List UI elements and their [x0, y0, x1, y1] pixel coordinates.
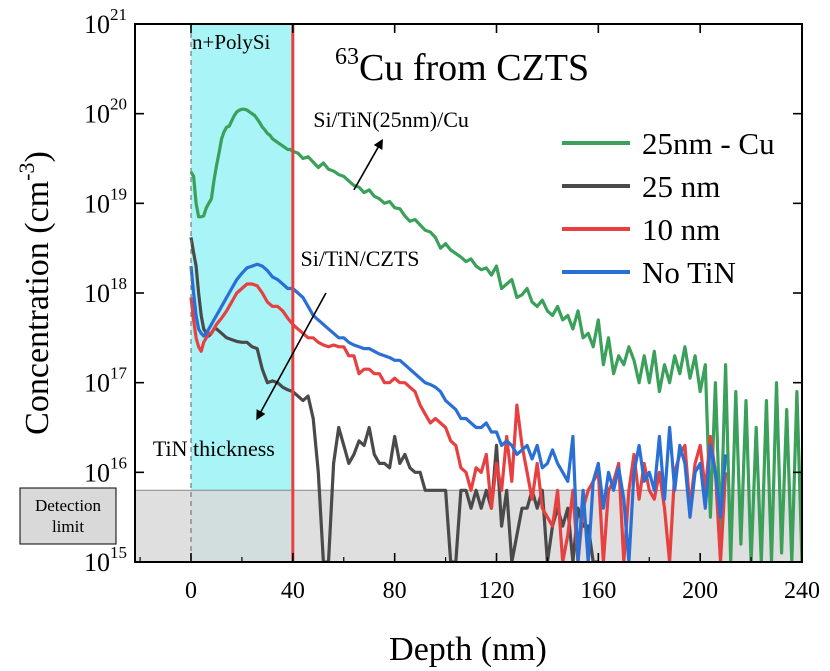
y-tick-base: 10 [84, 100, 110, 129]
legend: 25nm - Cu 25 nm 10 nm No TiN [562, 126, 775, 290]
y-tick-exponent: 16 [110, 453, 127, 472]
y-tick-label: 1019 [84, 184, 127, 218]
y-tick-exponent: 19 [110, 184, 127, 203]
detection-limit-label-line1: Detection [35, 496, 102, 515]
x-tick-label: 160 [580, 578, 616, 604]
x-tick-label: 120 [479, 578, 515, 604]
y-tick-label: 1016 [84, 453, 127, 487]
series-line-0 [189, 107, 802, 562]
series-line-1 [189, 237, 599, 562]
legend-label-3: No TiN [642, 255, 736, 290]
y-tick-base: 10 [84, 458, 110, 487]
legend-label-2: 10 nm [642, 212, 720, 247]
x-axis-label: Depth (nm) [389, 631, 547, 668]
y-tick-label: 1020 [84, 95, 127, 129]
annotation-text-1: Si/TiN/CZTS [300, 246, 419, 271]
series-line-3 [189, 262, 728, 562]
y-tick-exponent: 18 [110, 274, 127, 293]
x-tick-label: 0 [185, 578, 197, 604]
boundaries [190, 24, 295, 562]
y-axis-label-main: Concentration (cm [19, 181, 56, 435]
y-tick-label: 1017 [84, 364, 128, 398]
y-tick-base: 10 [84, 189, 110, 218]
y-tick-label: 1021 [84, 5, 127, 39]
x-tick-label: 80 [383, 578, 407, 604]
y-axis-label: Concentration (cm-3) [14, 151, 56, 435]
title-main: Cu from CZTS [359, 47, 589, 89]
x-tick-label: 200 [682, 578, 718, 604]
series-lines [189, 107, 802, 562]
x-axis: 0 40 80 120 160 200 240 [139, 24, 820, 604]
annotation-arrow-0 [353, 138, 383, 191]
annotation-arrow-1 [256, 292, 327, 421]
y-tick-exponent: 21 [110, 5, 127, 24]
y-axis-label-close: ) [19, 151, 56, 162]
y-tick-exponent: 20 [110, 95, 127, 114]
series-line-2 [189, 282, 728, 562]
detection-limit-box [19, 487, 117, 545]
y-tick-base: 10 [84, 279, 110, 308]
title-superscript: 63 [335, 44, 359, 70]
x-tick-label: 40 [281, 578, 305, 604]
x-tick-label: 240 [784, 578, 820, 604]
y-tick-label: 1018 [84, 274, 127, 308]
y-tick-label: 1015 [84, 543, 127, 577]
y-axis-label-sup: -3 [14, 163, 39, 181]
annotation-text-2: TiN thickness [153, 436, 275, 461]
y-tick-exponent: 15 [110, 543, 127, 562]
detection-limit-label-line2: limit [52, 517, 84, 536]
legend-label-0: 25nm - Cu [642, 126, 775, 161]
annotations: Si/TiN(25nm)/Cu Si/TiN/CZTS TiN thickness [153, 107, 469, 461]
y-tick-exponent: 17 [110, 364, 128, 383]
region-label: n+PolySi [192, 30, 271, 54]
region-polysi [191, 24, 293, 562]
y-tick-base: 10 [84, 548, 110, 577]
legend-label-1: 25 nm [642, 169, 720, 204]
y-tick-base: 10 [84, 10, 110, 39]
y-tick-base: 10 [84, 369, 110, 398]
annotation-text-0: Si/TiN(25nm)/Cu [313, 107, 469, 132]
chart-title: 63Cu from CZTS [335, 44, 589, 89]
